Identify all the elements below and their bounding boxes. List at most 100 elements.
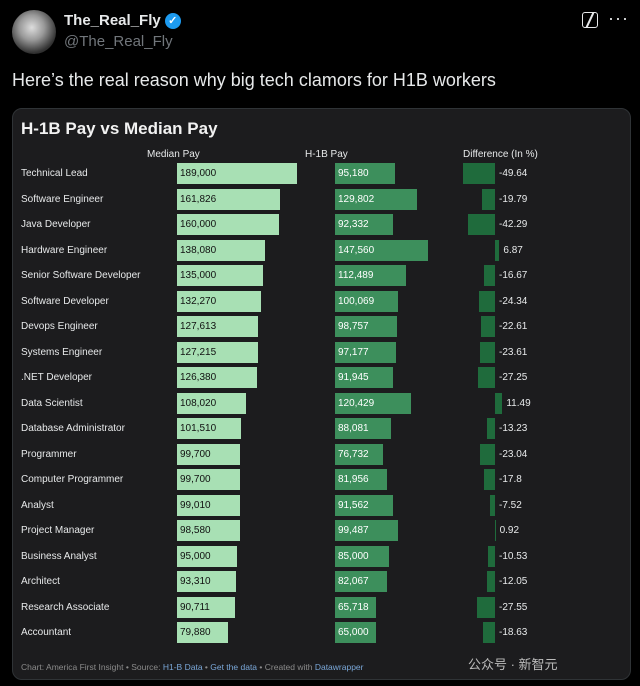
tweet-text: Here’s the real reason why big tech clam… [12, 70, 496, 90]
row-label: Hardware Engineer [21, 244, 108, 256]
more-options-icon[interactable]: ··· [608, 8, 629, 28]
difference-value: -23.04 [499, 448, 528, 460]
h1b-pay-value: 88,081 [338, 423, 369, 434]
median-pay-bar [177, 392, 246, 414]
h1b-pay-value: 65,000 [338, 627, 369, 638]
difference-bar [495, 392, 503, 414]
difference-bar [488, 545, 495, 567]
chart-card[interactable]: H-1B Pay vs Median Pay Median Pay H-1B P… [12, 108, 631, 680]
h1b-pay-value: 76,732 [338, 448, 369, 460]
median-pay-bar [177, 469, 241, 490]
h1b-pay-value: 95,180 [338, 168, 369, 179]
h1b-pay-bar [335, 520, 398, 541]
h1b-pay-bar [335, 494, 393, 516]
difference-bar [482, 188, 495, 210]
median-pay-value: 127,613 [180, 321, 217, 332]
h1b-pay-bar [335, 392, 411, 414]
column-header-difference: Difference (In %) [463, 149, 538, 160]
h1b-pay-bar [335, 469, 387, 490]
difference-bar [495, 239, 500, 261]
author-handle[interactable]: @The_Real_Fly [64, 33, 173, 50]
footer-get-data-link[interactable]: Get the data [210, 662, 258, 672]
difference-value: 0.92 [499, 525, 520, 536]
row-label: Software Engineer [21, 193, 104, 205]
h1b-pay-value: 85,000 [338, 550, 369, 562]
footer-prefix: Chart: America First Insight • Source: [21, 662, 163, 672]
median-pay-bar [177, 163, 297, 184]
difference-value: -7.52 [499, 499, 522, 511]
difference-bar [490, 494, 495, 516]
difference-bar [487, 571, 495, 592]
row-label: Analyst [21, 499, 54, 511]
difference-value: -22.61 [499, 321, 528, 332]
median-pay-bar [177, 622, 228, 643]
footer-datawrapper-link[interactable]: Datawrapper [314, 662, 364, 672]
h1b-pay-value: 147,560 [338, 244, 375, 256]
median-pay-value: 98,580 [180, 525, 211, 536]
watermark-text: 公众号 · 新智元 [468, 657, 558, 672]
h1b-pay-bar [335, 622, 376, 643]
difference-value: -19.79 [499, 193, 528, 205]
difference-value: -12.05 [499, 576, 528, 587]
row-label: .NET Developer [21, 372, 92, 383]
h1b-pay-bar [335, 596, 377, 618]
h1b-pay-bar [335, 418, 391, 439]
grok-icon[interactable] [582, 12, 598, 28]
h1b-pay-bar [335, 290, 399, 312]
difference-bar [495, 520, 496, 541]
row-label: Data Scientist [21, 397, 83, 409]
h1b-pay-bar [335, 443, 384, 465]
median-pay-value: 90,711 [180, 601, 210, 613]
difference-value: 11.49 [506, 397, 531, 409]
median-pay-bar [177, 520, 240, 541]
median-pay-bar [177, 494, 240, 516]
difference-value: -42.29 [499, 219, 528, 230]
h1b-pay-bar [335, 341, 397, 363]
difference-bar [486, 418, 495, 439]
h1b-pay-value: 91,562 [338, 499, 369, 511]
difference-bar [477, 596, 495, 618]
h1b-pay-bar [335, 214, 394, 235]
row-label: Architect [21, 576, 60, 587]
median-pay-bar [177, 443, 241, 465]
author-avatar[interactable] [12, 10, 56, 54]
median-pay-value: 95,000 [180, 550, 211, 562]
difference-bar [463, 163, 495, 184]
h1b-pay-bar [335, 571, 387, 592]
h1b-pay-value: 81,956 [338, 474, 369, 485]
median-pay-value: 79,880 [180, 627, 211, 638]
row-label: Devops Engineer [21, 321, 98, 332]
median-pay-bar [177, 214, 279, 235]
median-pay-value: 99,700 [180, 474, 211, 485]
difference-value: -23.61 [499, 346, 528, 358]
row-label: Programmer [21, 448, 77, 460]
h1b-pay-value: 99,487 [338, 525, 369, 536]
author-name[interactable]: The_Real_Fly [64, 12, 161, 29]
footer-separator: • [202, 662, 211, 672]
median-pay-bar [177, 571, 237, 592]
h1b-pay-value: 120,429 [338, 397, 375, 409]
footer-source-link[interactable]: H1-B Data [162, 662, 203, 672]
h1b-pay-bar [335, 239, 428, 261]
row-label: Business Analyst [21, 550, 97, 562]
row-label: Accountant [21, 627, 72, 638]
h1b-pay-bar [335, 316, 398, 337]
row-label: Senior Software Developer [21, 270, 141, 281]
median-pay-bar [177, 239, 265, 261]
median-pay-value: 132,270 [180, 295, 217, 307]
median-pay-bar [177, 265, 263, 286]
row-label: Database Administrator [21, 423, 125, 434]
column-header-median: Median Pay [147, 149, 200, 160]
difference-bar [467, 214, 495, 235]
difference-bar [480, 316, 495, 337]
median-pay-value: 99,700 [180, 448, 211, 460]
median-pay-value: 101,510 [180, 423, 217, 434]
median-pay-bar [177, 316, 259, 337]
median-pay-value: 99,010 [180, 499, 211, 511]
h1b-pay-value: 112,489 [338, 270, 374, 281]
h1b-pay-value: 92,332 [338, 219, 369, 230]
h1b-pay-value: 82,067 [338, 576, 369, 587]
author-name-row[interactable]: The_Real_Fly ✓ [64, 12, 181, 29]
difference-bar [479, 341, 495, 363]
median-pay-bar [177, 188, 280, 210]
